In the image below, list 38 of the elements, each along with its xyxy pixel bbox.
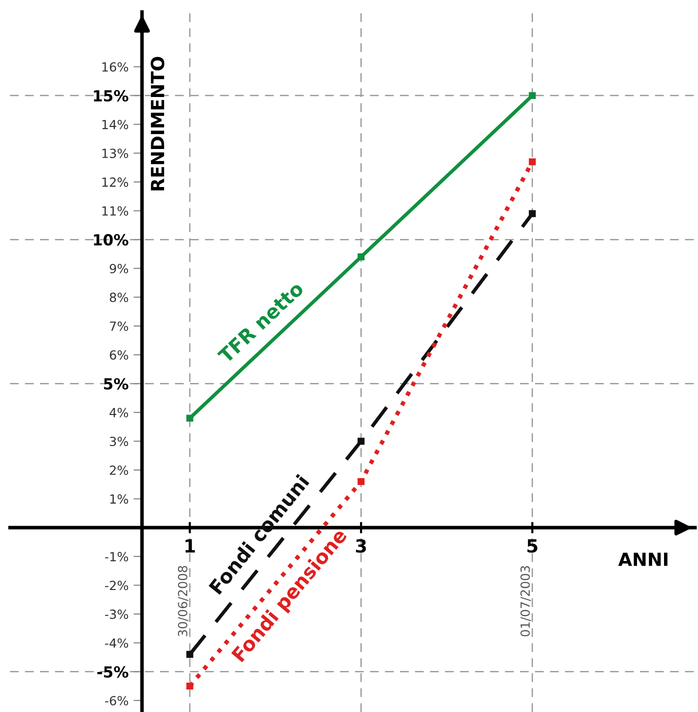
point (528, 92, 536, 100)
y-tick-label: -6% (105, 696, 128, 706)
point (186, 682, 194, 690)
y-tick-label: 11% (102, 206, 128, 216)
y-tick-label: 5% (104, 378, 128, 390)
y-tick-label: -2% (105, 580, 128, 590)
y-tick-label: 10% (94, 234, 128, 246)
y-tick-label: -5% (97, 666, 128, 678)
point (528, 158, 536, 166)
annotation: 01/07/2003 (520, 566, 531, 636)
y-tick-label: 8% (110, 292, 128, 302)
y-axis-title: RENDIMENTO (150, 56, 164, 190)
x-tick-label: 5 (527, 539, 538, 553)
y-tick-label: 15% (94, 90, 128, 102)
y-tick-label: 9% (110, 264, 128, 274)
point (186, 414, 194, 422)
point (186, 650, 194, 658)
annotation: 30/06/2008 (178, 566, 188, 636)
point (358, 438, 365, 445)
x-tick-label: 3 (356, 539, 366, 553)
y-tick-label: 3% (110, 436, 128, 446)
y-tick-label: -1% (105, 552, 128, 562)
y-tick-label: 16% (102, 62, 128, 72)
point (528, 210, 536, 218)
y-tick-label: 14% (102, 120, 128, 130)
y-tick-label: 7% (110, 321, 128, 331)
y-tick-label: 12% (102, 177, 128, 187)
y-tick-label: 6% (110, 350, 128, 360)
y-tick-label: 4% (110, 408, 128, 418)
y-tick-label: -3% (105, 610, 128, 619)
y-tick-label: 2% (110, 465, 128, 475)
y-tick-label: -4% (105, 638, 128, 648)
x-axis-title: ANNI (618, 552, 668, 566)
y-tick-label: 13% (102, 148, 128, 158)
point (358, 253, 365, 260)
x-tick-label: 1 (186, 539, 195, 552)
y-tick-label: 1% (110, 494, 128, 504)
point (358, 478, 365, 486)
